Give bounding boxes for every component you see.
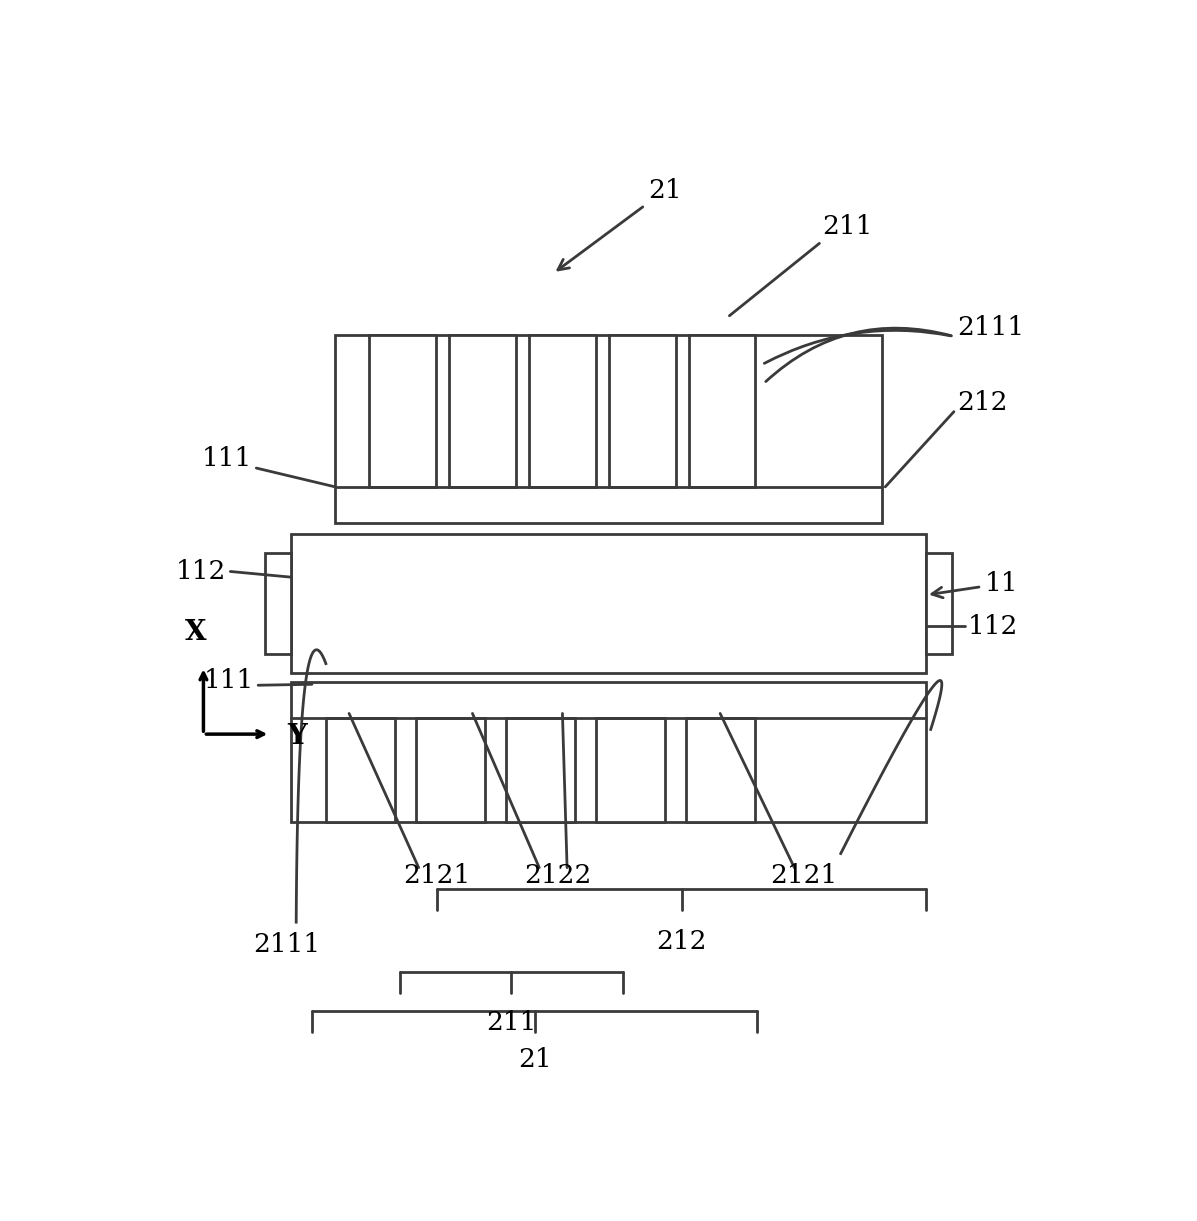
Text: 2121: 2121 <box>403 863 470 888</box>
Bar <box>926 553 952 654</box>
Bar <box>370 335 436 487</box>
Text: 2111: 2111 <box>956 315 1023 339</box>
Bar <box>529 335 596 487</box>
Bar <box>609 335 675 487</box>
Text: 2111: 2111 <box>254 932 321 956</box>
Bar <box>686 718 755 822</box>
Bar <box>596 718 666 822</box>
Bar <box>335 335 882 523</box>
Text: 112: 112 <box>175 559 226 584</box>
Bar <box>265 553 291 654</box>
Bar <box>291 683 926 822</box>
Bar <box>688 335 755 487</box>
Text: 111: 111 <box>201 446 251 471</box>
Text: 21: 21 <box>558 178 681 270</box>
Text: 2122: 2122 <box>524 863 591 888</box>
Text: 2121: 2121 <box>770 863 837 888</box>
Text: 211: 211 <box>486 1010 536 1034</box>
Text: 11: 11 <box>932 571 1017 598</box>
Text: 211: 211 <box>822 214 873 239</box>
Text: X: X <box>186 619 207 646</box>
Text: 212: 212 <box>956 389 1007 415</box>
Text: 21: 21 <box>518 1048 552 1072</box>
Bar <box>291 534 926 673</box>
Bar <box>326 718 395 822</box>
Bar <box>506 718 576 822</box>
Text: 212: 212 <box>656 929 706 954</box>
Bar <box>449 335 516 487</box>
Text: 111: 111 <box>203 668 254 694</box>
Text: 112: 112 <box>968 613 1019 639</box>
Bar <box>415 718 486 822</box>
Text: Y: Y <box>287 723 306 750</box>
